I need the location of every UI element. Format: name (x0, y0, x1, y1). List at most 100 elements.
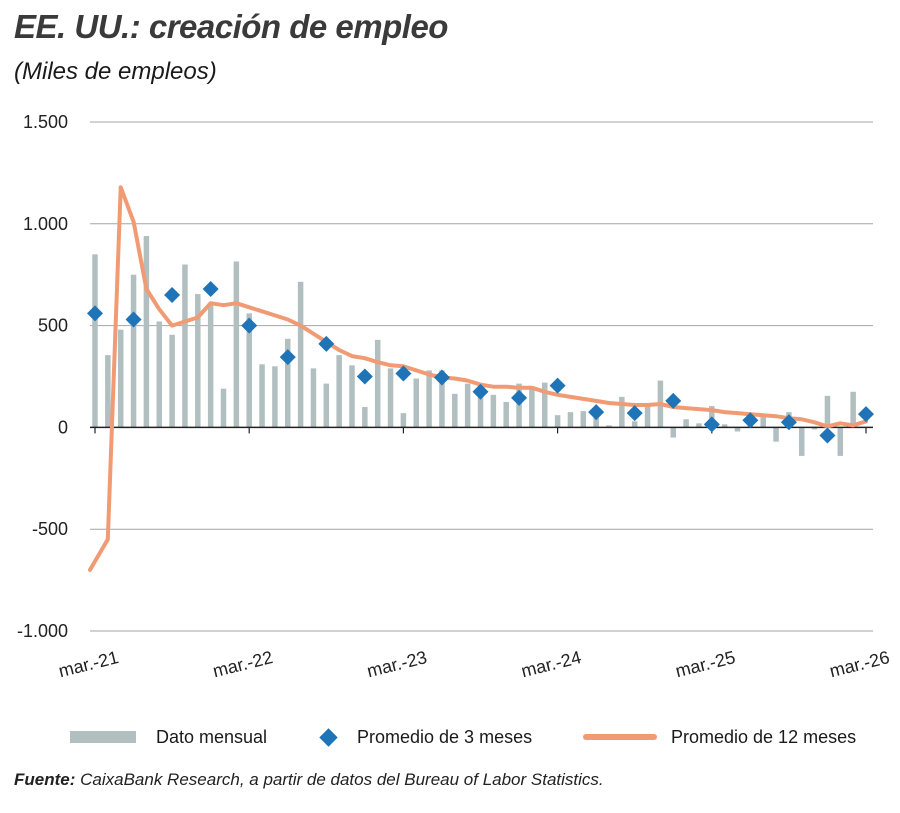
bar (631, 421, 638, 428)
bar (362, 407, 368, 428)
legend-diamond-swatch (319, 727, 338, 747)
bar (554, 415, 561, 428)
chart-plot: 1.500 1.000 500 0 -500 -1.000 mar.-21 mar.-22 ma… (17, 112, 892, 681)
legend: Dato mensual Promedio de 3 meses Promedi… (0, 722, 900, 752)
bar (542, 382, 548, 428)
bar (439, 370, 445, 428)
avg-3m-point (279, 349, 296, 366)
bar (233, 261, 240, 428)
bar (105, 355, 111, 428)
bar (323, 383, 330, 428)
legend-label-3m: Promedio de 3 meses (357, 726, 533, 747)
y-tick-label: 1.500 (23, 112, 68, 132)
bar (413, 378, 419, 428)
bar (246, 313, 252, 428)
bar (760, 416, 766, 428)
bar (464, 383, 471, 428)
avg-3m-point (626, 405, 643, 422)
bar (426, 370, 432, 428)
bar (721, 424, 728, 428)
avg-3m-point (472, 383, 489, 400)
bar (374, 339, 381, 428)
bar (182, 264, 188, 428)
x-tick-label: mar.-25 (673, 647, 737, 681)
bar (310, 368, 317, 428)
bar (259, 364, 265, 428)
bar (580, 411, 587, 428)
bar (169, 334, 175, 428)
bar (619, 396, 625, 428)
bar (529, 386, 535, 428)
chart-subtitle: (Miles de empleos) (14, 58, 217, 85)
bar (567, 412, 574, 428)
avg-3m-point (742, 412, 759, 429)
bar (824, 395, 831, 428)
avg-3m-point (433, 369, 450, 386)
y-tick-label: 0 (58, 417, 68, 437)
y-tick-label: 500 (38, 316, 68, 336)
bar (773, 427, 779, 442)
bar (400, 413, 407, 428)
avg-3m-point (395, 365, 412, 382)
avg-3m-point (588, 404, 605, 421)
legend-label-12m: Promedio de 12 meses (671, 726, 857, 747)
x-tick-label: mar.-26 (828, 647, 892, 681)
bar (683, 419, 689, 428)
bar (272, 366, 278, 428)
bar (336, 355, 342, 428)
bar (477, 390, 484, 428)
legend-item-3m: Promedio de 3 meses (316, 722, 532, 752)
x-axis (90, 426, 873, 434)
avg-3m-point (87, 305, 103, 322)
legend-label-monthly: Dato mensual (156, 726, 268, 747)
bar (799, 427, 805, 456)
bar (503, 401, 509, 428)
bar (811, 427, 818, 430)
bar (207, 305, 214, 428)
avg-3m-point (241, 317, 258, 334)
avg-3m-point (125, 311, 142, 328)
avg-3m-point (202, 280, 219, 297)
source-note: Fuente: CaixaBank Research, a partir de … (14, 770, 604, 790)
avg-12m-line (88, 185, 868, 572)
y-tick-label: -1.000 (17, 621, 68, 641)
legend-line-swatch (583, 734, 657, 740)
avg-3m-point (703, 416, 720, 433)
bar (490, 394, 497, 428)
avg-12m-path (88, 185, 868, 572)
bar (670, 427, 676, 438)
source-text: CaixaBank Research, a partir de datos de… (80, 770, 604, 789)
bar (452, 393, 458, 428)
legend-item-monthly: Dato mensual (70, 722, 267, 752)
y-tick-label: 1.000 (23, 214, 68, 234)
monthly-bars (92, 236, 856, 456)
bar (850, 391, 856, 428)
chart-title: EE. UU.: creación de empleo (14, 8, 448, 45)
bar (92, 254, 98, 428)
avg-3m-point (318, 335, 335, 352)
bar (143, 236, 150, 428)
avg-3m-point (819, 427, 836, 444)
bar (117, 329, 124, 428)
bar (696, 423, 702, 428)
avg-3m-point (164, 287, 181, 304)
bar (349, 365, 355, 428)
avg-3m-markers (87, 280, 874, 444)
legend-bar-swatch (70, 731, 136, 743)
bar (195, 294, 201, 428)
avg-3m-point (665, 392, 682, 409)
bar (285, 338, 291, 428)
bar (156, 321, 162, 428)
bar (734, 427, 741, 432)
grid-lines (90, 121, 873, 632)
avg-3m-point (780, 414, 797, 431)
x-tick-label: mar.-21 (57, 647, 121, 681)
bar (606, 425, 612, 428)
x-tick-label: mar.-22 (211, 647, 275, 681)
legend-item-12m: Promedio de 12 meses (583, 722, 856, 752)
avg-3m-point (858, 406, 874, 423)
y-tick-label: -500 (32, 519, 68, 539)
bar (837, 427, 844, 456)
avg-3m-point (356, 368, 373, 385)
bar (220, 388, 227, 428)
